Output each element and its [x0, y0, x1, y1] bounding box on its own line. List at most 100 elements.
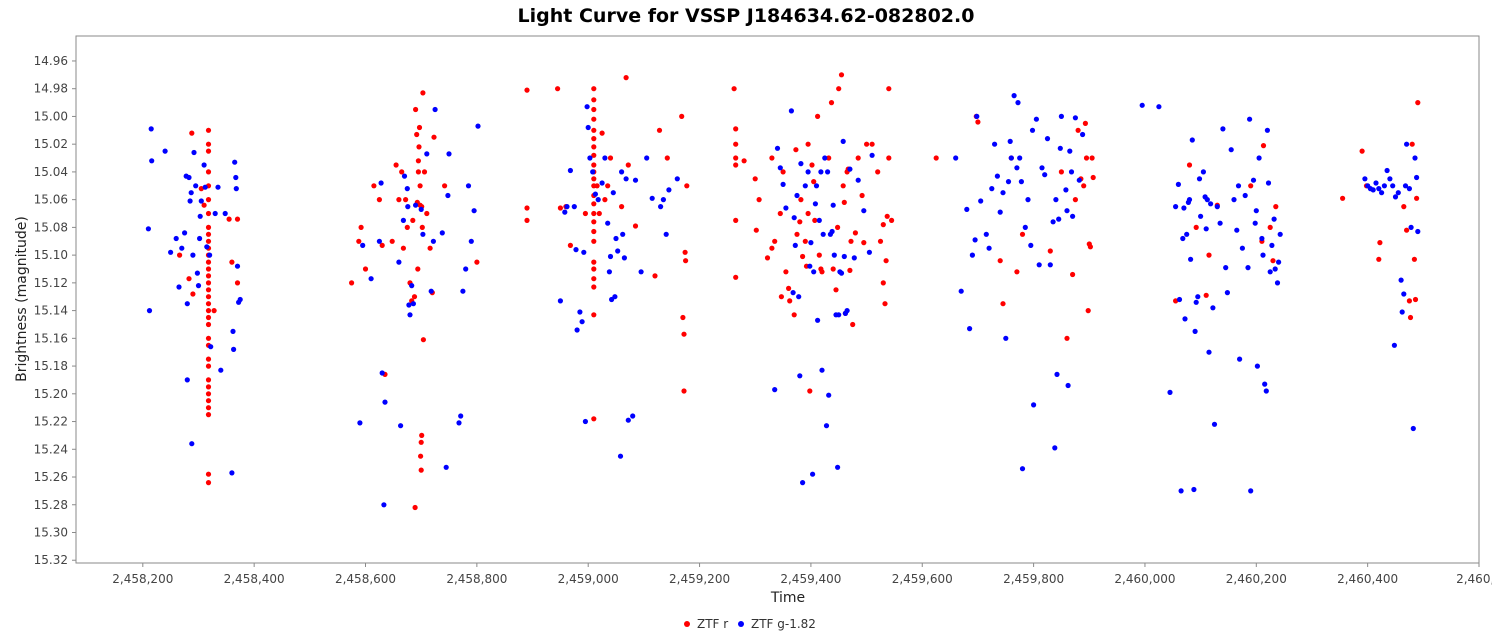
ztf-g-point [424, 151, 430, 157]
ztf-r-point [741, 158, 747, 164]
ztf-g-point [674, 176, 680, 182]
ztf-g-point [638, 269, 644, 275]
ztf-r-point [393, 162, 399, 168]
ztf-r-point [684, 183, 690, 189]
ztf-g-point [456, 420, 462, 426]
ztf-r-point [681, 331, 687, 337]
ztf-r-point [656, 127, 663, 133]
ztf-g-point [1203, 226, 1209, 232]
ztf-g-point [1017, 155, 1023, 161]
ztf-g-point [1000, 190, 1006, 196]
ztf-r-point [403, 197, 409, 203]
ztf-r-point [880, 222, 886, 228]
ztf-g-point [630, 413, 636, 419]
ztf-g-point [1067, 148, 1073, 154]
ztf-g-point [1056, 216, 1062, 222]
ztf-g-point [1256, 155, 1262, 161]
ztf-r-point [769, 245, 775, 251]
ztf-r-point [415, 158, 421, 164]
ztf-r-point [841, 199, 847, 205]
ztf-r-point [1267, 224, 1273, 230]
ztf-r-point [733, 126, 739, 132]
ztf-g-point [1031, 402, 1037, 408]
ztf-g-point [1415, 228, 1421, 235]
ztf-g-point [468, 238, 474, 244]
ztf-r-point [852, 230, 859, 236]
ztf-g-point [1022, 224, 1028, 230]
ztf-r-point [1173, 298, 1179, 304]
ztf-g-point [237, 296, 243, 303]
ztf-g-point [1376, 186, 1382, 192]
ztf-g-point [851, 255, 857, 261]
y-tick-label: 15.28 [34, 498, 68, 512]
ztf-r-point [864, 141, 870, 147]
ztf-g-point [836, 312, 842, 318]
ztf-r-point [555, 86, 561, 92]
x-axis-ticks: 2,458,200 2,458,400 2,458,600 2,458,800 2,45… [112, 563, 1492, 586]
ztf-g-point [562, 209, 568, 215]
ztf-r-point [805, 210, 811, 217]
ztf-g-point [838, 270, 845, 276]
ztf-g-point [958, 288, 964, 294]
ztf-r-point [733, 162, 739, 168]
ztf-g-point [360, 242, 366, 248]
ztf-g-point [1362, 176, 1368, 182]
ztf-r-point [205, 301, 212, 307]
ztf-g-point [797, 373, 803, 379]
ztf-r-point [1409, 141, 1415, 147]
ztf-g-point [997, 209, 1003, 215]
ztf-r-point [733, 217, 739, 223]
ztf-g-point [1180, 235, 1186, 242]
ztf-g-point [401, 173, 408, 179]
ztf-r-point [205, 471, 212, 477]
ztf-g-point [606, 269, 613, 275]
ztf-g-point [585, 124, 591, 131]
x-tick-label: 2,458,600 [335, 572, 396, 586]
ztf-g-point [208, 344, 214, 350]
ztf-g-point [149, 158, 155, 164]
ztf-r-point [1075, 127, 1081, 133]
ztf-g-point [820, 231, 826, 237]
ztf-r-point [733, 274, 739, 280]
ztf-r-point [591, 238, 597, 244]
ztf-g-point [826, 392, 832, 398]
ztf-g-point [204, 244, 210, 250]
ztf-g-point [564, 204, 570, 210]
ztf-g-point [379, 370, 385, 376]
ztf-r-point [1407, 314, 1414, 321]
ztf-r-point [886, 86, 892, 92]
x-axis-label: Time [770, 590, 805, 606]
ztf-g-point [475, 123, 481, 129]
y-tick-label: 15.04 [34, 165, 68, 179]
ztf-g-point [800, 480, 806, 486]
ztf-g-point [186, 174, 192, 181]
ztf-g-point [1068, 169, 1075, 175]
x-tick-label: 2,459,000 [558, 572, 619, 586]
ztf-g-point [1206, 349, 1212, 355]
ztf-g-point [234, 263, 241, 269]
ztf-g-point [953, 155, 959, 161]
ztf-g-point [1192, 328, 1198, 334]
ztf-r-point [416, 144, 422, 150]
y-tick-label: 15.08 [34, 220, 68, 234]
ztf-r-point [1089, 155, 1095, 161]
ztf-r-point [205, 294, 212, 300]
ztf-g-point [471, 208, 477, 214]
ztf-r-point [886, 155, 892, 161]
ztf-g-point [798, 161, 804, 167]
ztf-g-point [1139, 102, 1145, 108]
ztf-r-point [682, 249, 688, 255]
ztf-g-point [1208, 201, 1214, 207]
ztf-g-point [1210, 305, 1216, 311]
ztf-g-point [233, 174, 239, 181]
ztf-r-point [1340, 195, 1346, 201]
ztf-g-point [1188, 256, 1194, 262]
ztf-r-point [591, 416, 597, 422]
ztf-r-point [1083, 155, 1090, 161]
ztf-r-point [1273, 204, 1279, 210]
ztf-g-point [623, 176, 629, 182]
ztf-g-point [229, 470, 235, 476]
ztf-r-point [414, 131, 420, 138]
ztf-g-point [582, 418, 589, 425]
ztf-g-point [823, 423, 830, 429]
